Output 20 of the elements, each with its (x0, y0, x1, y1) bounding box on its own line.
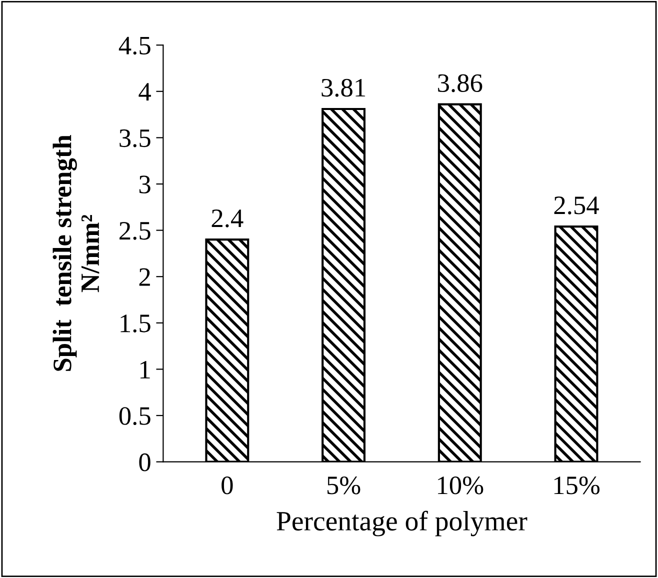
y-tick-label: 4 (138, 83, 151, 101)
y-tick-label: 0 (139, 453, 150, 472)
y-tick-label: 3.5 (120, 129, 150, 148)
y-tick-label: 2 (139, 268, 150, 286)
data-label: 3.81 (322, 78, 366, 97)
x-tick-label: 5% (327, 476, 360, 494)
x-tick-label: 0 (222, 476, 233, 494)
data-label: 2.4 (212, 210, 244, 228)
data-label: 2.54 (554, 196, 599, 214)
x-axis-title: Percentage of polymer (276, 510, 528, 536)
y-tick-label: 2.5 (120, 222, 150, 240)
y-tick-label: 0.5 (119, 407, 150, 426)
y-tick-label: 1 (140, 360, 150, 378)
x-tick-label: 15% (554, 476, 600, 494)
x-tick-label: 10% (438, 476, 484, 494)
data-label: 3.86 (438, 74, 482, 92)
y-axis-title: Split tensile strength N/mm² (52, 134, 100, 371)
y-tick-label: 3 (139, 176, 150, 194)
y-tick-label: 1.5 (120, 314, 150, 332)
y-tick-label: 4.5 (118, 36, 150, 55)
